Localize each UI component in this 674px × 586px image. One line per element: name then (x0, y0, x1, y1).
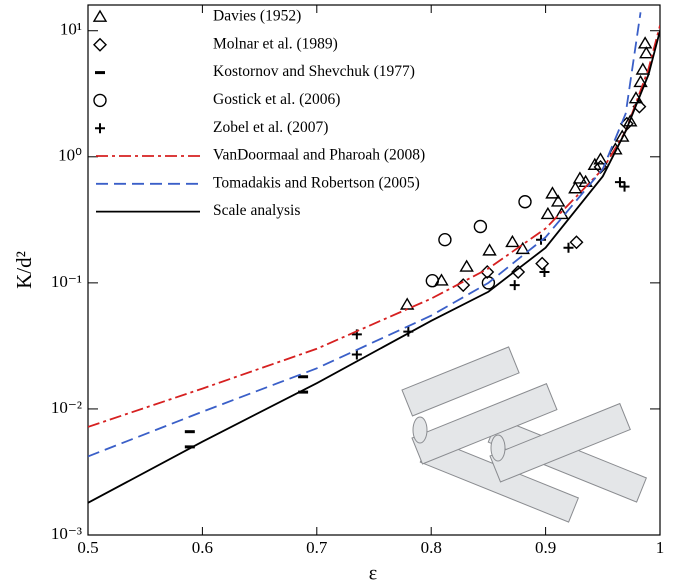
data-point (563, 242, 574, 253)
data-point (473, 219, 488, 234)
y-tick-label: 10⁻² (51, 398, 82, 417)
legend-label: Kostornov and Shevchuk (1977) (213, 63, 415, 80)
series-line (88, 12, 642, 458)
data-point (511, 264, 526, 279)
data-point (568, 181, 583, 194)
x-tick-label: 0.8 (421, 538, 442, 557)
legend-label: Molnar et al. (1989) (213, 35, 338, 52)
y-tick-label: 10⁰ (58, 146, 82, 165)
data-point (459, 259, 474, 272)
x-tick-label: 0.7 (306, 538, 328, 557)
legend-marker (95, 123, 105, 134)
data-point (518, 195, 532, 209)
data-point (540, 206, 556, 220)
data-point (639, 46, 654, 59)
legend-label: Davies (1952) (213, 8, 301, 25)
fiber-illustration (401, 346, 648, 523)
data-point (399, 297, 415, 310)
x-tick-label: 0.9 (535, 538, 556, 557)
data-point (539, 266, 550, 277)
data-point (536, 234, 547, 245)
legend-marker (92, 9, 108, 22)
data-point (593, 152, 608, 165)
data-point (615, 129, 630, 142)
data-point (633, 74, 648, 88)
data-point (505, 234, 520, 248)
data-point (637, 36, 653, 49)
legend-label: VanDoormaal and Pharoah (2008) (213, 147, 425, 164)
data-point (184, 430, 195, 434)
y-tick-label: 10⁻¹ (51, 272, 82, 291)
data-point (481, 276, 496, 290)
data-point (482, 243, 497, 256)
legend-marker (93, 93, 107, 108)
data-point (438, 232, 452, 247)
data-point (572, 171, 588, 184)
plot-frame (87, 4, 661, 536)
series-line (88, 25, 660, 428)
x-tick-label: 1 (656, 538, 665, 557)
y-tick-label: 10¹ (60, 20, 82, 39)
series-line (88, 30, 660, 504)
data-point (569, 235, 584, 250)
data-point (425, 274, 440, 288)
x-tick-label: 0.5 (77, 538, 98, 557)
data-point (351, 349, 362, 360)
x-tick-label: 0.6 (192, 538, 213, 557)
legend-label: Tomadakis and Robertson (2005) (213, 174, 420, 191)
data-point (298, 390, 309, 394)
data-point (545, 186, 560, 199)
data-point (184, 445, 195, 449)
data-point (535, 256, 550, 271)
data-point (614, 177, 625, 188)
x-axis-label: ε (369, 563, 377, 585)
data-point (456, 278, 471, 293)
data-point (515, 241, 530, 255)
legend-label: Scale analysis (213, 202, 300, 219)
data-point (298, 375, 309, 379)
legend-marker (93, 37, 107, 52)
data-point (509, 280, 520, 291)
legend-label: Zobel et al. (2007) (213, 119, 328, 136)
y-axis-label: K/d² (12, 251, 36, 289)
data-point (608, 142, 623, 155)
data-point (480, 264, 495, 279)
legend-label: Gostick et al. (2006) (213, 91, 340, 108)
data-point (619, 181, 630, 192)
y-tick-label: 10⁻³ (51, 524, 82, 543)
legend-marker (95, 71, 105, 75)
data-point (550, 194, 566, 207)
data-point (635, 62, 651, 75)
